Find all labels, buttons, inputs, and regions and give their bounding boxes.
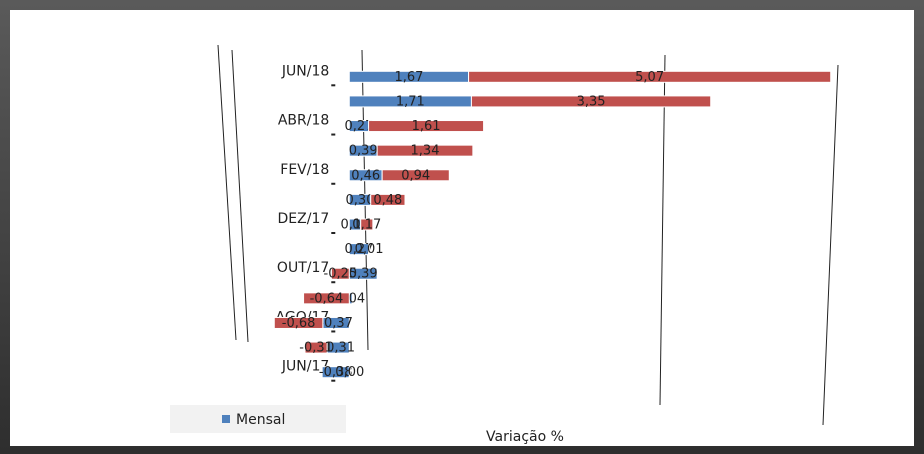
bar: [381, 169, 450, 182]
data-label: 0,39: [349, 144, 378, 159]
data-label: 0,27: [344, 242, 373, 257]
data-label: -0,31: [321, 341, 355, 356]
data-label: 0,46: [351, 168, 380, 183]
frame-line: [217, 44, 237, 341]
y-tick-label: ABR/18: [278, 113, 329, 129]
bar: [303, 292, 350, 305]
data-label: 0,30: [346, 193, 375, 208]
bar: [468, 70, 832, 83]
y-tick-label: JUN/18: [281, 63, 329, 79]
data-label: 0,01: [355, 242, 384, 257]
data-label: 1,34: [411, 144, 440, 159]
data-label: -0,25: [324, 267, 358, 282]
bar: [370, 193, 406, 206]
frame-line: [231, 49, 249, 343]
bar: [470, 95, 712, 108]
bar: [376, 144, 474, 157]
y-tick-label: FEV/18: [280, 162, 329, 178]
frame-line: [822, 64, 839, 426]
data-label: 0,27: [344, 119, 373, 134]
bar: [273, 316, 324, 329]
y-tick-label: OUT/17: [277, 260, 329, 276]
bar: [348, 366, 351, 379]
data-label: 1,61: [412, 119, 441, 134]
bar: [368, 243, 371, 256]
data-label: 3,35: [577, 94, 606, 109]
data-label: 0,48: [373, 193, 402, 208]
data-label: 0,94: [401, 168, 430, 183]
legend-swatch: [222, 415, 230, 423]
bar: [360, 218, 374, 231]
legend-box: [170, 405, 346, 433]
y-tick-label: DEZ/17: [278, 211, 330, 227]
data-label: -0,31: [299, 341, 333, 356]
y-tick-label: JUN/17: [281, 359, 329, 375]
data-label: 1,67: [394, 70, 423, 85]
data-label: 0,00: [335, 365, 364, 380]
data-label: 1,71: [396, 94, 425, 109]
data-label: -0,37: [319, 316, 353, 331]
data-label: 0,17: [352, 218, 381, 233]
data-label: -0,38: [319, 365, 353, 380]
bar: [330, 267, 350, 280]
data-label: -0,64: [310, 291, 344, 306]
bar: [304, 341, 328, 354]
data-label: 5,07: [635, 70, 664, 85]
data-label: -0,68: [282, 316, 316, 331]
legend-label: Mensal: [236, 412, 285, 428]
frame-line: [659, 54, 666, 406]
x-axis-label: Variação %: [486, 429, 564, 445]
bar: [368, 120, 485, 133]
data-label: 0,39: [349, 267, 378, 282]
